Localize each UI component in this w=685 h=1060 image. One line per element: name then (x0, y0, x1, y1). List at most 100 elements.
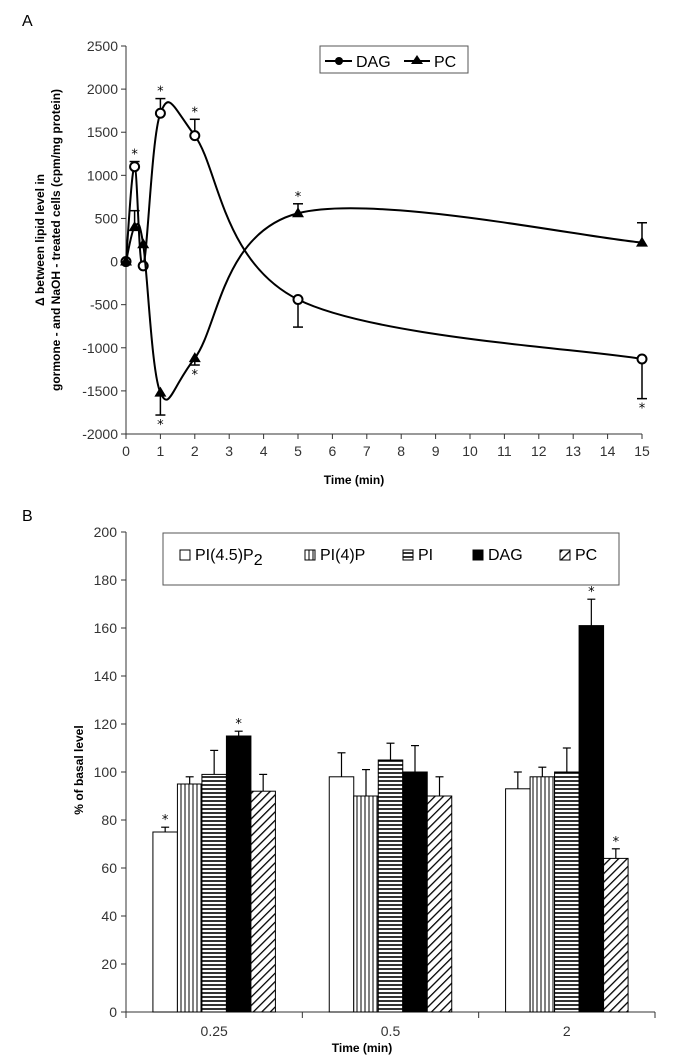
panel-b-ytick-label: 200 (94, 524, 118, 540)
panel-a-label: A (22, 13, 33, 30)
panel-a-xtick-label: 0 (122, 443, 130, 459)
bar-dag (402, 771, 428, 1013)
panel-a-ytick-label: -2000 (82, 426, 118, 442)
panel-b-ytick-label: 100 (94, 764, 118, 780)
legend-marker-dag-icon (325, 57, 352, 65)
series-dag-significance-marker: * (131, 148, 138, 163)
panel-b-ytick-label: 40 (101, 908, 117, 924)
panel-b-ytick-label: 120 (94, 716, 118, 732)
legend-swatch-pi-4-5-p2-icon (179, 549, 191, 561)
panel-a-xtick-label: 3 (225, 443, 233, 459)
panel-a-ytick-label: -500 (90, 297, 118, 313)
bar-pi-4-5-p2 (505, 788, 531, 1013)
panel-a-ytick-label: 0 (110, 254, 118, 270)
bar-pc (426, 795, 453, 1013)
panel-a-xlabel: Time (min) (324, 473, 384, 487)
panel-b-plot: 0 20 40 60 80 100 120 140 160 180 200 0.25 * * 0.5 2 * * (94, 524, 656, 1039)
series-pc-point (636, 236, 648, 247)
panel-a-xtick-label: 12 (531, 443, 547, 459)
panel-a-ytick-label: 500 (95, 210, 119, 226)
series-pc-point (128, 221, 141, 232)
legend-swatch-pi-icon (402, 549, 414, 561)
panel-a-xtick-label: 15 (634, 443, 650, 459)
panel-a-xtick-label: 5 (294, 443, 302, 459)
panel-b-label: B (22, 508, 33, 525)
bar-pc (603, 857, 629, 1013)
series-dag-point (189, 130, 201, 142)
panel-b-category-label: 0.5 (381, 1023, 401, 1039)
bar-dag (578, 625, 605, 1013)
panel-a-ytick-label: -1000 (82, 340, 118, 356)
panel-a-xtick-label: 7 (363, 443, 371, 459)
panel-a-ytick-label: 1500 (87, 124, 118, 140)
bar-pi-4-5-p2-significance-marker: * (162, 813, 169, 828)
legend-swatch-pi-4-p-icon (304, 549, 316, 561)
panel-a-plot: 25002000150010005000-500-1000-1500-20000… (82, 38, 650, 459)
legend-label-pi: PI (418, 547, 433, 564)
legend-label-dag: DAG (356, 54, 391, 71)
panel-a-xtick-label: 14 (600, 443, 616, 459)
bar-pi-4-p (529, 776, 556, 1013)
panel-a-xtick-label: 11 (497, 443, 512, 459)
panel-a-ylabel-line1: Δ between lipid level in (33, 174, 47, 306)
panel-b-xlabel: Time (min) (332, 1041, 392, 1055)
series-dag-point (292, 293, 304, 305)
series-dag-point (154, 107, 166, 119)
panel-a-ytick-label: 2500 (87, 38, 118, 54)
series-dag-significance-marker: * (639, 402, 646, 417)
panel-b-ytick-label: 60 (101, 860, 117, 876)
panel-a-xtick-label: 9 (432, 443, 440, 459)
bar-pi (201, 773, 227, 1013)
panel-b-ytick-label: 140 (94, 668, 118, 684)
legend-swatch-pc-icon (559, 549, 571, 561)
legend-label-pi-4-5-p2: PI(4.5)P2 (195, 547, 263, 569)
series-pc-point (137, 238, 150, 249)
bar-pi (377, 759, 404, 1013)
panel-b-ytick-label: 180 (94, 572, 118, 588)
series-pc-point (120, 255, 132, 266)
bar-dag-significance-marker: * (235, 717, 242, 732)
panel-b-category-label: 0.25 (201, 1023, 228, 1039)
panel-b-ytick-label: 20 (101, 956, 117, 972)
series-dag-point (636, 353, 648, 365)
panel-a-xtick-label: 1 (157, 443, 165, 459)
series-pc-point (154, 386, 167, 397)
bar-pi-4-5-p2 (328, 776, 355, 1013)
series-dag-significance-marker: * (157, 85, 164, 100)
bar-pi-4-p (353, 795, 379, 1013)
series-pc-significance-marker: * (192, 368, 199, 383)
panel-a-xtick-label: 4 (260, 443, 268, 459)
series-pc-point (292, 207, 304, 218)
panel-a-ytick-label: -1500 (82, 383, 118, 399)
legend-swatch-dag-icon (472, 549, 484, 561)
panel-b-category-label: 2 (563, 1023, 571, 1039)
bar-pi (554, 771, 580, 1013)
legend-label-dag: DAG (488, 547, 523, 564)
series-pc-point (188, 352, 201, 363)
legend-marker-pc-icon (404, 55, 430, 64)
bar-dag (225, 735, 252, 1013)
panel-a-xtick-label: 8 (397, 443, 405, 459)
series-dag-line (125, 101, 643, 360)
panel-b-ytick-label: 0 (109, 1004, 117, 1020)
series-pc-significance-marker: * (157, 418, 164, 433)
panel-b-ytick-label: 80 (101, 812, 117, 828)
panel-a-xtick-label: 13 (565, 443, 581, 459)
series-dag-point (129, 161, 141, 173)
panel-a-ytick-label: 1000 (87, 167, 118, 183)
series-pc-line (125, 207, 643, 401)
legend-label-pc: PC (434, 54, 456, 71)
panel-a-ylabel-line2: gormone - and NaOH - treated cells (cpm/… (49, 89, 63, 391)
panel-a-legend: DAG PC (319, 45, 469, 74)
bar-pc (250, 790, 276, 1013)
bar-pi-4-p (176, 783, 203, 1013)
bar-dag-significance-marker: * (588, 585, 595, 600)
bar-pc-significance-marker: * (613, 835, 620, 850)
panel-b-legend: PI(4.5)P2 PI(4)P PI DAG PC (162, 532, 620, 586)
legend-label-pi-4-p: PI(4)P (320, 547, 365, 564)
panel-b-ylabel: % of basal level (72, 725, 86, 814)
series-dag-significance-marker: * (192, 105, 199, 120)
panel-a-xtick-label: 2 (191, 443, 199, 459)
series-pc-significance-marker: * (295, 190, 302, 205)
